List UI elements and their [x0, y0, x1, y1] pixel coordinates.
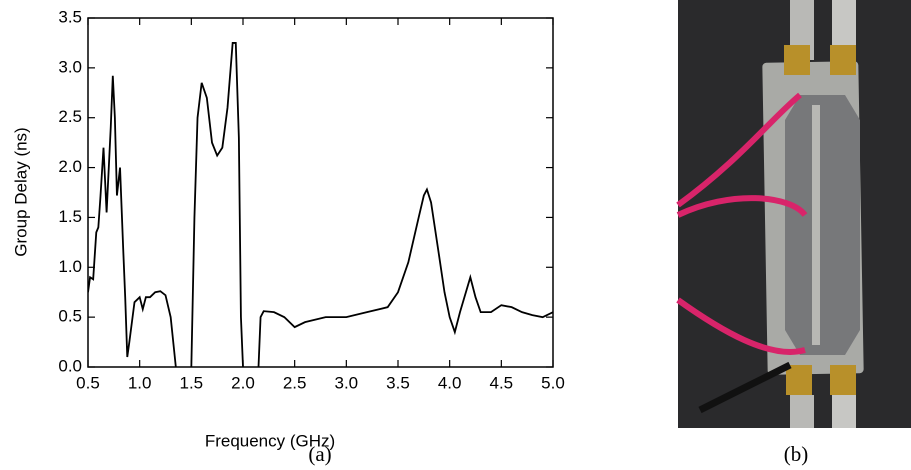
x-tick-label: 3.5	[386, 373, 410, 392]
y-tick-label: 0.0	[58, 356, 82, 375]
x-tick-label: 4.5	[490, 373, 514, 392]
caption: (a)	[308, 442, 331, 466]
x-tick-label: 2.5	[283, 373, 307, 392]
y-tick-label: 0.5	[58, 307, 82, 326]
y-axis-title: Group Delay (ns)	[11, 127, 30, 256]
data-line	[88, 42, 553, 367]
x-axis-title: Frequency (GHz)	[205, 431, 335, 450]
caption: (b)	[784, 442, 809, 466]
y-tick-label: 2.5	[58, 107, 82, 126]
x-tick-label: 1.5	[180, 373, 204, 392]
x-tick-label: 1.0	[128, 373, 152, 392]
x-tick-label: 5.0	[541, 373, 565, 392]
plot-frame	[87, 17, 554, 368]
y-tick-label: 1.5	[58, 207, 82, 226]
y-tick-label: 3.0	[58, 57, 82, 76]
x-tick-label: 4.0	[438, 373, 462, 392]
x-tick-label: 2.0	[231, 373, 255, 392]
x-tick-label: 3.0	[335, 373, 359, 392]
x-tick-label: 0.5	[76, 373, 100, 392]
y-tick-label: 3.5	[58, 7, 82, 26]
y-tick-label: 2.0	[58, 157, 82, 176]
y-tick-label: 1.0	[58, 257, 82, 276]
photo	[676, 0, 911, 428]
